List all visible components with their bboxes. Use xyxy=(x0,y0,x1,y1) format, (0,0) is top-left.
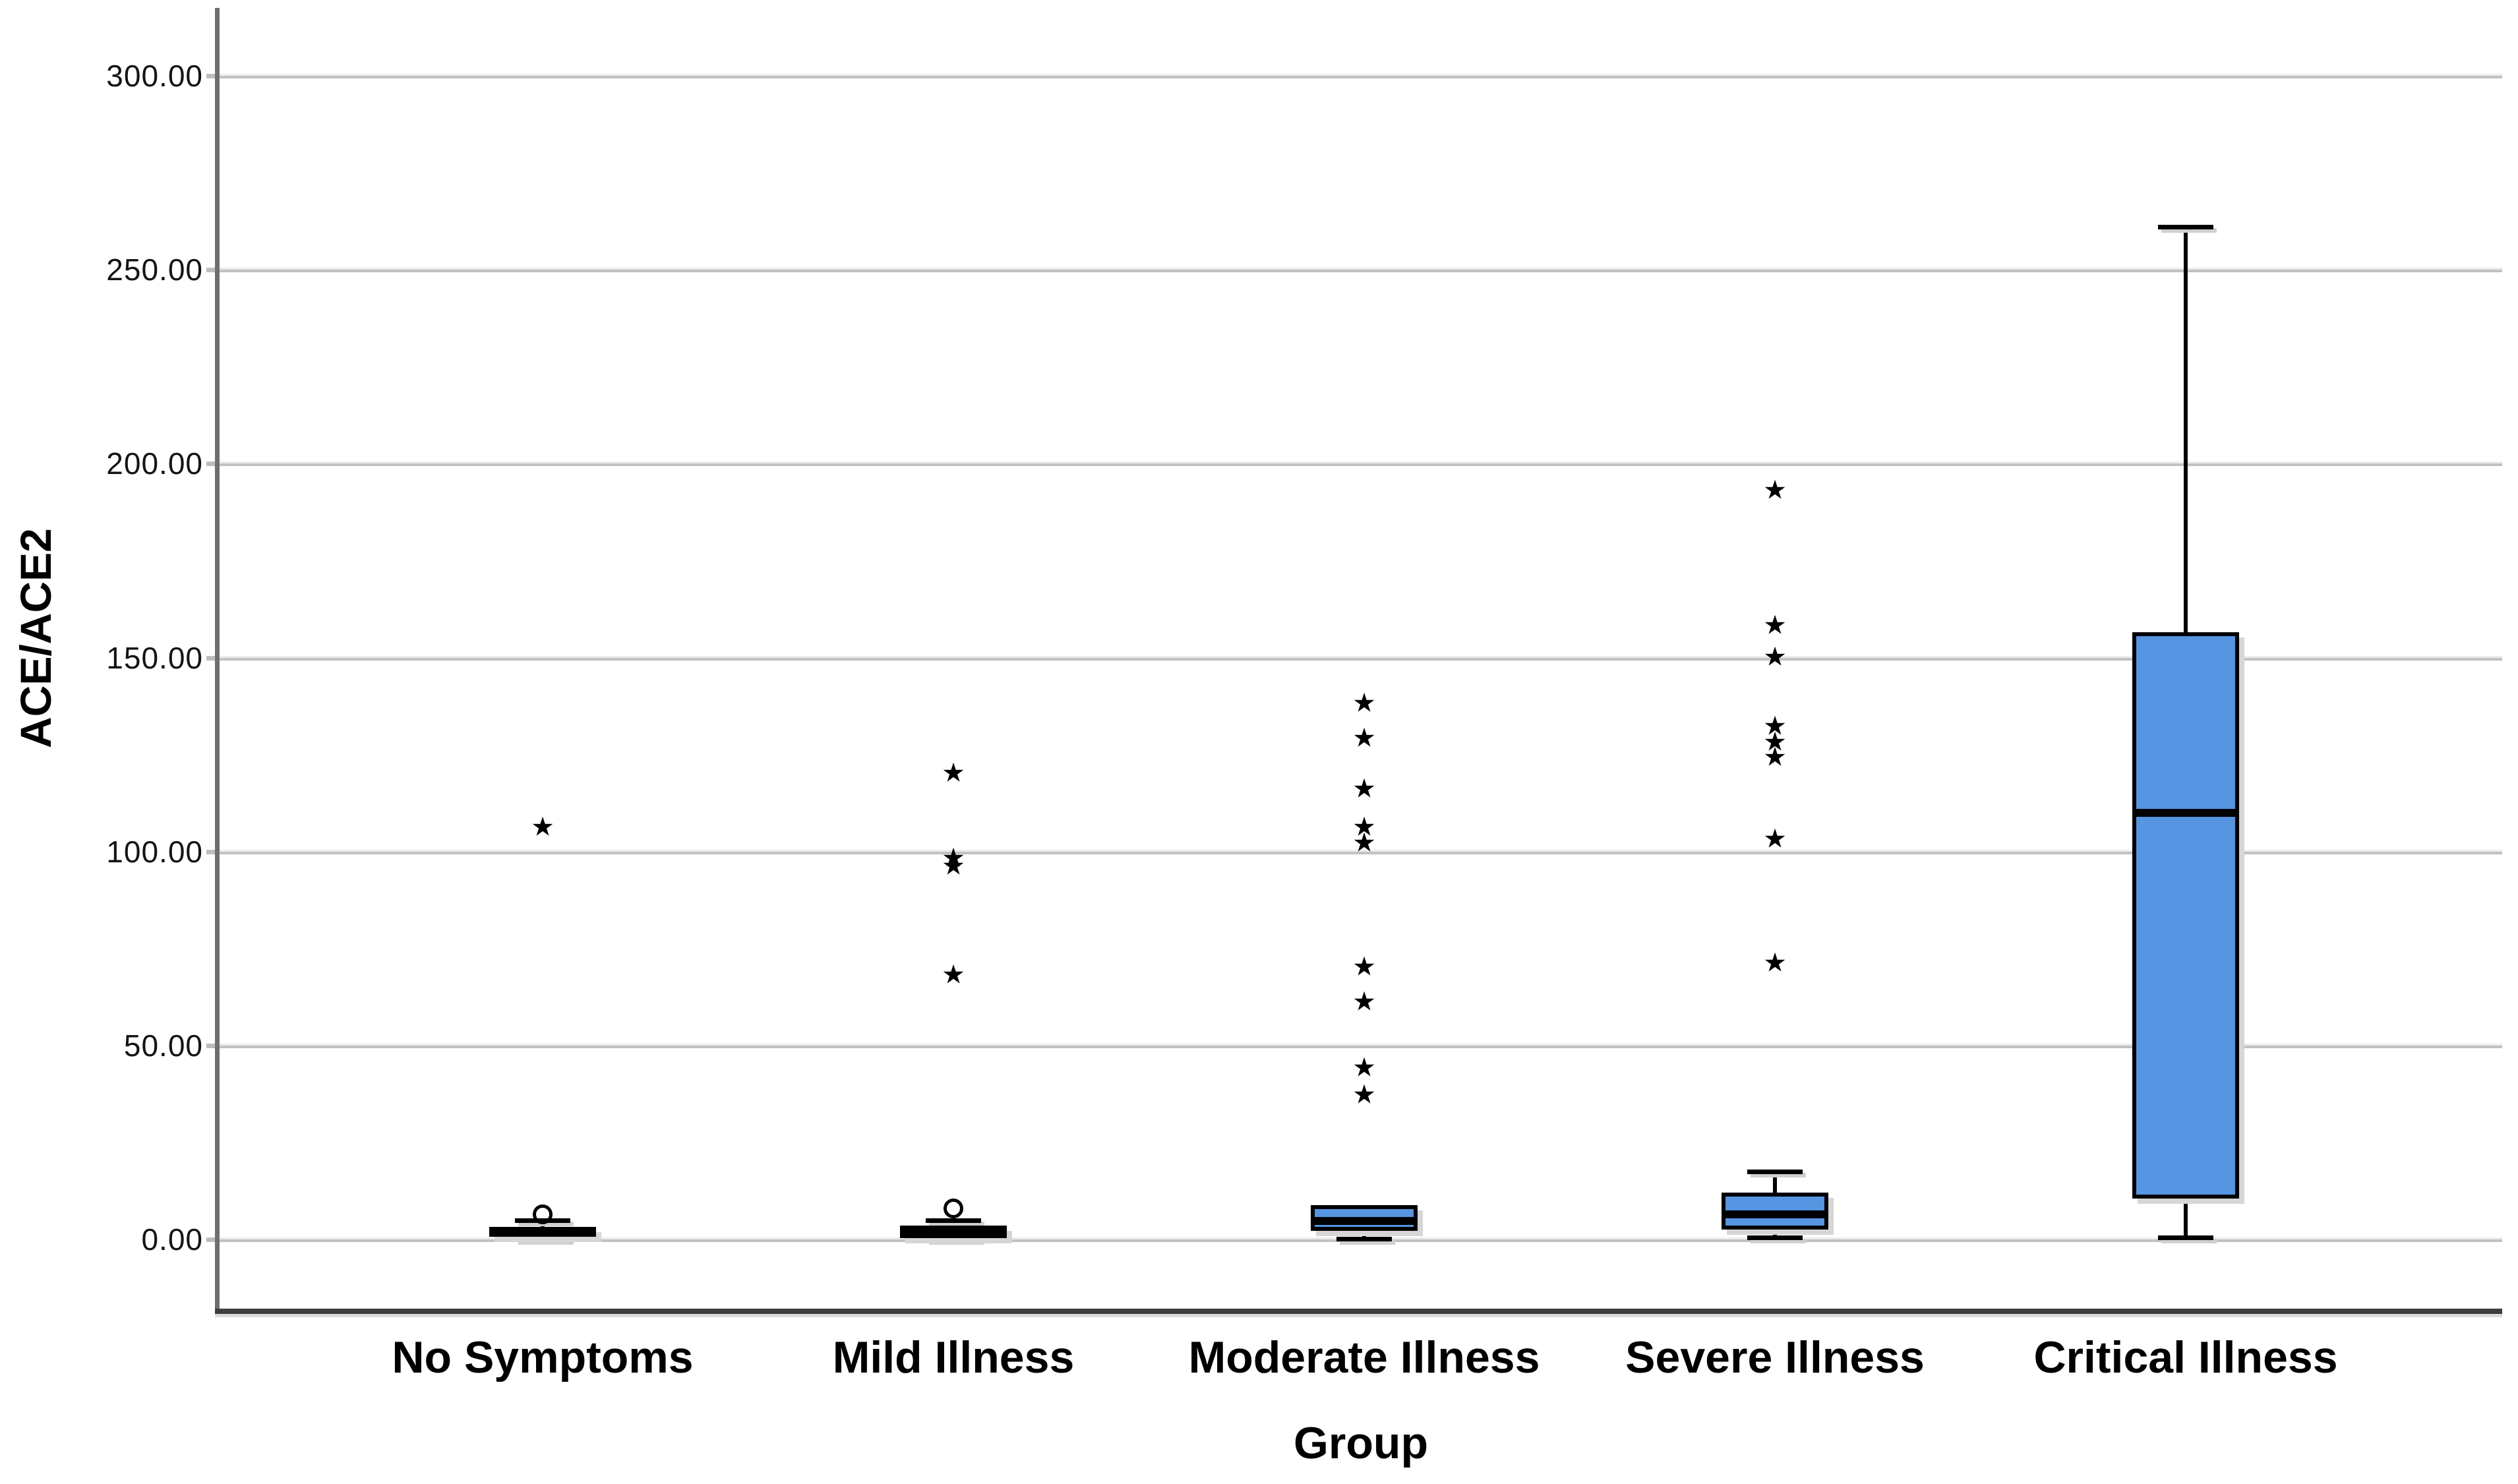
y-tick-mark xyxy=(206,1044,220,1048)
median-critical-illness xyxy=(2132,809,2239,817)
gridline-200.00 xyxy=(220,461,2502,466)
mild-outlier-circle-no-symptoms xyxy=(533,1204,553,1224)
extreme-outlier-star-severe-illness: ★ xyxy=(1763,610,1787,641)
median-severe-illness xyxy=(1722,1210,1828,1218)
extreme-outlier-star-severe-illness: ★ xyxy=(1763,641,1787,672)
y-tick-mark xyxy=(206,656,220,661)
x-category-label-no-symptoms: No Symptoms xyxy=(392,1332,694,1382)
extreme-outlier-star-severe-illness: ★ xyxy=(1763,475,1787,506)
y-tick-mark xyxy=(206,1237,220,1242)
y-tick-mark xyxy=(206,850,220,854)
extreme-outlier-star-mild-illness: ★ xyxy=(942,959,965,990)
lower-whisker-cap-critical-illness xyxy=(2158,1235,2213,1240)
upper-whisker-cap-mild-illness xyxy=(926,1218,981,1223)
extreme-outlier-star-moderate-illness: ★ xyxy=(1352,827,1376,858)
lower-whisker-severe-illness xyxy=(1773,1230,1777,1237)
extreme-outlier-star-severe-illness: ★ xyxy=(1763,742,1787,773)
extreme-outlier-star-moderate-illness: ★ xyxy=(1352,1079,1376,1110)
extreme-outlier-star-severe-illness: ★ xyxy=(1763,727,1787,757)
median-moderate-illness xyxy=(1311,1217,1418,1225)
y-tick-label: 150.00 xyxy=(106,641,203,675)
extreme-outlier-star-moderate-illness: ★ xyxy=(1352,812,1376,843)
lower-whisker-cap-mild-illness xyxy=(926,1237,981,1241)
y-tick-label: 0.00 xyxy=(141,1222,203,1257)
upper-whisker-severe-illness xyxy=(1773,1172,1777,1193)
extreme-outlier-star-moderate-illness: ★ xyxy=(1352,951,1376,982)
y-tick-mark xyxy=(206,268,220,272)
gridline-250.00 xyxy=(220,268,2502,272)
y-tick-label: 300.00 xyxy=(106,59,203,93)
lower-whisker-cap-moderate-illness xyxy=(1336,1237,1392,1241)
y-tick-label: 50.00 xyxy=(123,1028,203,1063)
box-critical-illness xyxy=(2132,632,2239,1199)
extreme-outlier-star-moderate-illness: ★ xyxy=(1352,723,1376,754)
extreme-outlier-star-mild-illness: ★ xyxy=(942,757,965,788)
y-tick-mark xyxy=(206,461,220,466)
y-axis-line xyxy=(215,8,220,1314)
y-tick-mark xyxy=(206,74,220,78)
x-category-label-moderate-illness: Moderate Illness xyxy=(1188,1332,1540,1382)
median-no-symptoms xyxy=(489,1228,596,1236)
extreme-outlier-star-mild-illness: ★ xyxy=(942,850,965,881)
upper-whisker-critical-illness xyxy=(2184,227,2188,632)
gridline-150.00 xyxy=(220,656,2502,661)
mild-outlier-circle-mild-illness xyxy=(944,1199,963,1218)
extreme-outlier-star-no-symptoms: ★ xyxy=(531,812,555,843)
x-axis-line xyxy=(215,1309,2502,1314)
extreme-outlier-star-severe-illness: ★ xyxy=(1763,711,1787,742)
extreme-outlier-star-moderate-illness: ★ xyxy=(1352,773,1376,804)
extreme-outlier-star-moderate-illness: ★ xyxy=(1352,688,1376,719)
extreme-outlier-star-moderate-illness: ★ xyxy=(1352,1052,1376,1083)
gridline-50.00 xyxy=(220,1044,2502,1048)
x-category-label-severe-illness: Severe Illness xyxy=(1625,1332,1925,1382)
extreme-outlier-star-severe-illness: ★ xyxy=(1763,823,1787,854)
extreme-outlier-star-severe-illness: ★ xyxy=(1763,947,1787,978)
median-mild-illness xyxy=(900,1230,1007,1237)
y-tick-label: 250.00 xyxy=(106,252,203,287)
y-tick-label: 200.00 xyxy=(106,446,203,481)
gridline-300.00 xyxy=(220,74,2502,78)
extreme-outlier-star-mild-illness: ★ xyxy=(942,843,965,874)
x-axis-title: Group xyxy=(1294,1418,1428,1468)
upper-whisker-mild-illness xyxy=(951,1220,955,1226)
lower-whisker-moderate-illness xyxy=(1362,1231,1366,1239)
lower-whisker-cap-severe-illness xyxy=(1747,1235,1803,1240)
gridline-100.00 xyxy=(220,850,2502,854)
upper-whisker-cap-critical-illness xyxy=(2158,225,2213,229)
lower-whisker-critical-illness xyxy=(2184,1199,2188,1237)
y-tick-label: 100.00 xyxy=(106,835,203,869)
extreme-outlier-star-moderate-illness: ★ xyxy=(1352,986,1376,1017)
x-category-label-mild-illness: Mild Illness xyxy=(832,1332,1075,1382)
x-category-label-critical-illness: Critical Illness xyxy=(2033,1332,2338,1382)
upper-whisker-cap-severe-illness xyxy=(1747,1170,1803,1174)
lower-whisker-cap-no-symptoms xyxy=(515,1237,570,1241)
